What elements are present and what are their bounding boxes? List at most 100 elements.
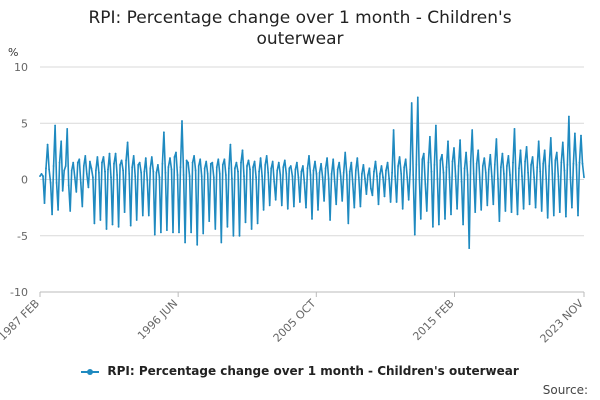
data-point[interactable] — [51, 213, 53, 216]
data-point[interactable] — [178, 231, 180, 234]
data-point[interactable] — [500, 166, 502, 169]
data-point[interactable] — [383, 195, 386, 198]
data-point[interactable] — [282, 166, 285, 169]
data-point[interactable] — [533, 176, 535, 179]
data-point[interactable] — [451, 160, 454, 163]
data-point[interactable] — [166, 229, 168, 232]
data-point[interactable] — [232, 234, 235, 237]
data-point[interactable] — [540, 210, 543, 212]
data-point[interactable] — [270, 167, 273, 170]
data-point[interactable] — [581, 162, 584, 165]
data-point[interactable] — [49, 182, 52, 184]
data-point[interactable] — [404, 158, 407, 161]
data-point[interactable] — [299, 201, 301, 203]
data-point[interactable] — [336, 168, 339, 171]
data-point[interactable] — [525, 146, 528, 148]
data-point[interactable] — [229, 143, 232, 146]
data-point[interactable] — [578, 161, 581, 164]
data-point[interactable] — [283, 159, 286, 162]
data-point[interactable] — [306, 167, 309, 170]
data-point[interactable] — [379, 173, 381, 175]
data-point[interactable] — [560, 161, 563, 164]
data-point[interactable] — [208, 220, 211, 223]
data-point[interactable] — [311, 218, 313, 220]
data-point[interactable] — [418, 176, 421, 179]
data-point[interactable] — [131, 166, 134, 169]
data-point[interactable] — [234, 167, 236, 170]
data-point[interactable] — [524, 160, 526, 163]
data-point[interactable] — [85, 173, 88, 175]
data-point[interactable] — [571, 206, 573, 209]
data-point[interactable] — [376, 175, 378, 178]
data-point[interactable] — [277, 161, 280, 164]
data-point[interactable] — [327, 177, 330, 180]
data-point[interactable] — [545, 177, 548, 180]
data-point[interactable] — [348, 170, 351, 173]
data-point[interactable] — [225, 174, 227, 176]
data-point[interactable] — [382, 176, 384, 179]
data-point[interactable] — [554, 159, 557, 162]
data-point[interactable] — [191, 161, 194, 164]
data-point[interactable] — [129, 224, 132, 227]
data-point[interactable] — [507, 155, 510, 157]
data-point[interactable] — [256, 222, 259, 225]
data-point[interactable] — [39, 175, 41, 178]
data-point[interactable] — [542, 162, 545, 165]
data-point[interactable] — [218, 173, 221, 175]
data-point[interactable] — [250, 228, 253, 230]
data-point[interactable] — [435, 124, 437, 127]
data-point[interactable] — [510, 211, 513, 214]
data-point[interactable] — [480, 209, 483, 211]
data-point[interactable] — [40, 173, 43, 175]
data-point[interactable] — [521, 175, 523, 178]
data-point[interactable] — [487, 168, 490, 171]
data-point[interactable] — [187, 161, 190, 164]
data-point[interactable] — [196, 243, 199, 246]
data-point[interactable] — [394, 175, 396, 178]
data-point[interactable] — [504, 210, 507, 212]
data-point[interactable] — [92, 176, 94, 179]
data-point[interactable] — [72, 161, 75, 164]
data-point[interactable] — [253, 160, 256, 163]
data-point[interactable] — [575, 164, 578, 166]
data-point[interactable] — [285, 173, 288, 175]
data-point[interactable] — [531, 156, 534, 158]
data-point[interactable] — [184, 241, 187, 244]
data-point[interactable] — [506, 165, 508, 167]
data-point[interactable] — [120, 159, 123, 162]
data-point[interactable] — [117, 225, 120, 228]
data-point[interactable] — [181, 120, 183, 122]
data-point[interactable] — [243, 175, 245, 178]
data-point[interactable] — [63, 169, 66, 172]
data-point[interactable] — [61, 189, 64, 192]
data-point[interactable] — [146, 179, 149, 182]
data-point[interactable] — [330, 173, 333, 175]
data-point[interactable] — [258, 170, 260, 173]
data-point[interactable] — [403, 166, 406, 169]
data-point[interactable] — [241, 149, 244, 152]
data-point[interactable] — [415, 164, 418, 166]
data-point[interactable] — [342, 171, 345, 174]
data-point[interactable] — [539, 170, 542, 173]
data-point[interactable] — [466, 174, 469, 176]
data-point[interactable] — [457, 165, 460, 167]
data-point[interactable] — [516, 213, 519, 216]
data-point[interactable] — [101, 161, 103, 164]
data-point[interactable] — [548, 165, 551, 167]
data-point[interactable] — [492, 203, 495, 206]
data-point[interactable] — [296, 161, 298, 164]
data-point[interactable] — [515, 179, 517, 182]
data-point[interactable] — [512, 161, 514, 164]
data-point[interactable] — [89, 160, 91, 163]
data-point[interactable] — [318, 171, 321, 174]
data-point[interactable] — [329, 219, 331, 221]
data-point[interactable] — [246, 165, 248, 167]
data-point[interactable] — [193, 155, 196, 157]
data-point[interactable] — [147, 214, 150, 217]
data-point[interactable] — [291, 175, 294, 178]
data-point[interactable] — [58, 161, 61, 164]
data-point[interactable] — [320, 162, 322, 165]
data-point[interactable] — [46, 143, 49, 146]
data-point[interactable] — [107, 168, 109, 171]
data-point[interactable] — [267, 171, 270, 174]
